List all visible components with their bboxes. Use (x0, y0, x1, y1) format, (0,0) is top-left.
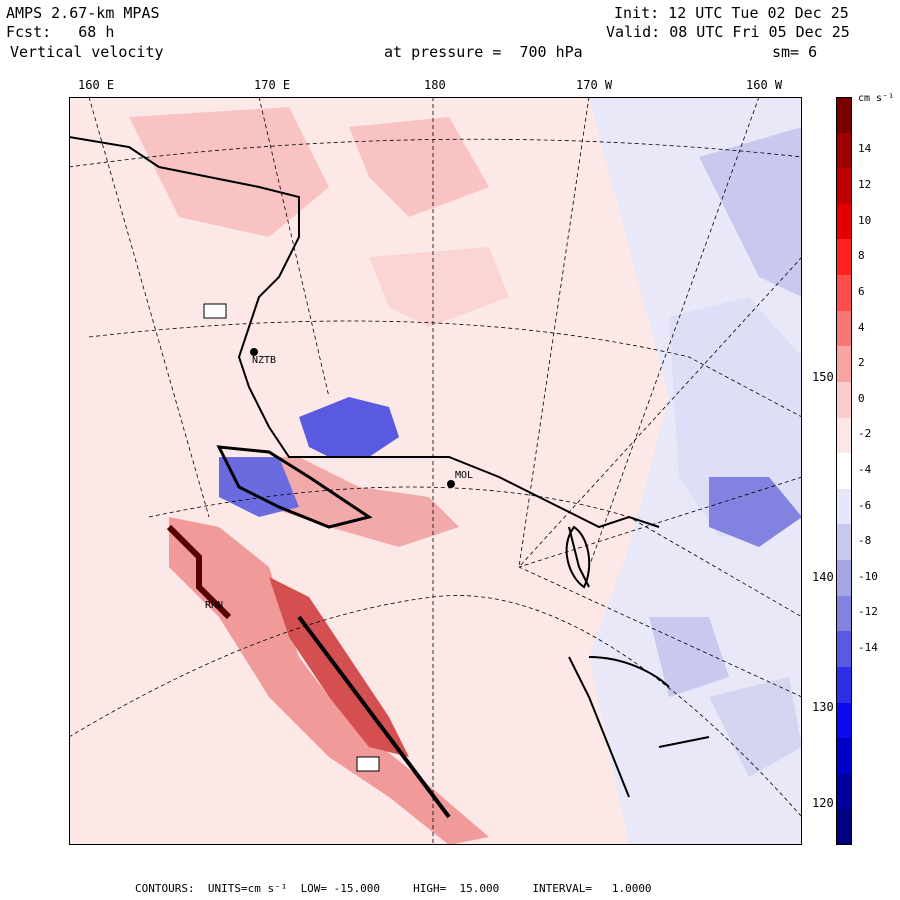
station-dot-nztb (250, 348, 258, 356)
contour-info-footer: CONTOURS: UNITS=cm s⁻¹ LOW= -15.000 HIGH… (135, 882, 652, 895)
meridian-160e (88, 97, 210, 518)
colorbar-swatch (836, 132, 852, 169)
colorbar-tick-label: 2 (858, 356, 865, 370)
colorbar-swatch (836, 417, 852, 454)
colorbar-tick-label: 14 (858, 142, 872, 156)
colorbar-tick-label: -4 (858, 463, 872, 476)
variable-name: Vertical velocity (10, 43, 164, 61)
colorbar-swatch (836, 488, 852, 525)
ice-shelf-edge (588, 656, 710, 748)
rising-patch-nw (129, 107, 329, 237)
station-label-nztb: NZTB (252, 355, 277, 366)
sinking-cell-w (219, 457, 299, 517)
colorbar-swatch (836, 381, 852, 419)
colorbar-swatch (836, 738, 852, 775)
sinking-core (299, 397, 399, 457)
lon-label-160e: 160 E (78, 78, 115, 92)
colorbar-units: cm s⁻¹ (858, 93, 895, 104)
map-frame (69, 97, 802, 845)
pressure-level: at pressure = 700 hPa (384, 43, 583, 61)
parallel-4 (69, 595, 802, 818)
forecast-hour: Fcst: 68 h (6, 23, 115, 41)
colorbar-tick-label: 8 (858, 249, 865, 263)
colorbar-swatch (836, 631, 852, 668)
parallel-3 (148, 486, 802, 618)
colorbar-swatch (836, 203, 852, 240)
coastal-rising-band (169, 517, 489, 845)
lon-label-170w: 170 W (576, 78, 613, 92)
colorbar-swatch (836, 453, 852, 490)
meridian-160w (588, 97, 760, 568)
station-label-mol: MOL (455, 470, 474, 481)
colorbar-swatch (836, 809, 852, 846)
colorbar-swatch (836, 595, 852, 632)
sinking-patch-ne (699, 127, 802, 297)
meridian-170w (518, 97, 590, 568)
colorbar-swatch (836, 524, 852, 561)
rising-patch-n (349, 117, 489, 217)
colorbar-swatch (836, 168, 852, 205)
station-label-rhn: RHN (205, 600, 224, 611)
colorbar-swatch (836, 702, 852, 739)
colorbar-tick-label: -14 (858, 641, 878, 655)
site-box-s (356, 756, 380, 772)
colorbar-tick-label: -8 (858, 534, 872, 548)
colorbar-tick-label: -12 (858, 605, 878, 619)
site-box-nw (203, 303, 227, 319)
parallel-1 (69, 138, 802, 168)
rising-patch-center (369, 247, 509, 327)
valid-time: Valid: 08 UTC Fri 05 Dec 25 (606, 23, 850, 41)
lon-label-180: 180 (424, 78, 446, 92)
colorbar-swatch (836, 346, 852, 383)
colorbar (836, 97, 852, 846)
colorbar-tick-label: -6 (858, 498, 872, 512)
meridian-130w (518, 566, 802, 698)
colorbar-swatch (836, 310, 852, 347)
lon-label-160w: 160 W (746, 78, 783, 92)
colorbar-frame (836, 97, 852, 845)
lon-label-170e: 170 E (254, 78, 291, 92)
sinking-patch-se2 (709, 677, 802, 777)
sinking-patch-se (649, 617, 729, 697)
contour-cluster-1 (216, 445, 373, 529)
colorbar-swatch (836, 239, 852, 276)
colorbar-tick-label: 0 (858, 391, 865, 405)
station-dot-mol (447, 480, 455, 488)
colorbar-tick-label: 10 (858, 213, 872, 227)
init-time: Init: 12 UTC Tue 02 Dec 25 (614, 4, 849, 22)
colorbar-swatch (836, 275, 852, 312)
parallel-2 (88, 320, 802, 418)
model-title: AMPS 2.67-km MPAS (6, 4, 160, 22)
colorbar-swatch (836, 560, 852, 597)
contour-ridge-west (166, 524, 232, 620)
colorbar-tick-label: 12 (858, 178, 872, 192)
smoothing: sm= 6 (772, 43, 818, 61)
colorbar-swatch (836, 666, 852, 703)
meridian-140w (518, 476, 802, 568)
colorbar-tick-label: -2 (858, 427, 872, 441)
colorbar-swatch (836, 97, 852, 134)
vertical-velocity-map (69, 97, 802, 845)
contour-cluster-2 (297, 615, 451, 819)
colorbar-swatch (836, 773, 852, 810)
meridian-170e (258, 97, 330, 398)
island-outline (565, 525, 591, 589)
sinking-cell-e (709, 477, 802, 547)
coastline (69, 136, 660, 798)
colorbar-tick-label: 4 (858, 320, 865, 334)
colorbar-tick-label: -10 (858, 569, 878, 583)
colorbar-tick-label: 6 (858, 284, 865, 298)
